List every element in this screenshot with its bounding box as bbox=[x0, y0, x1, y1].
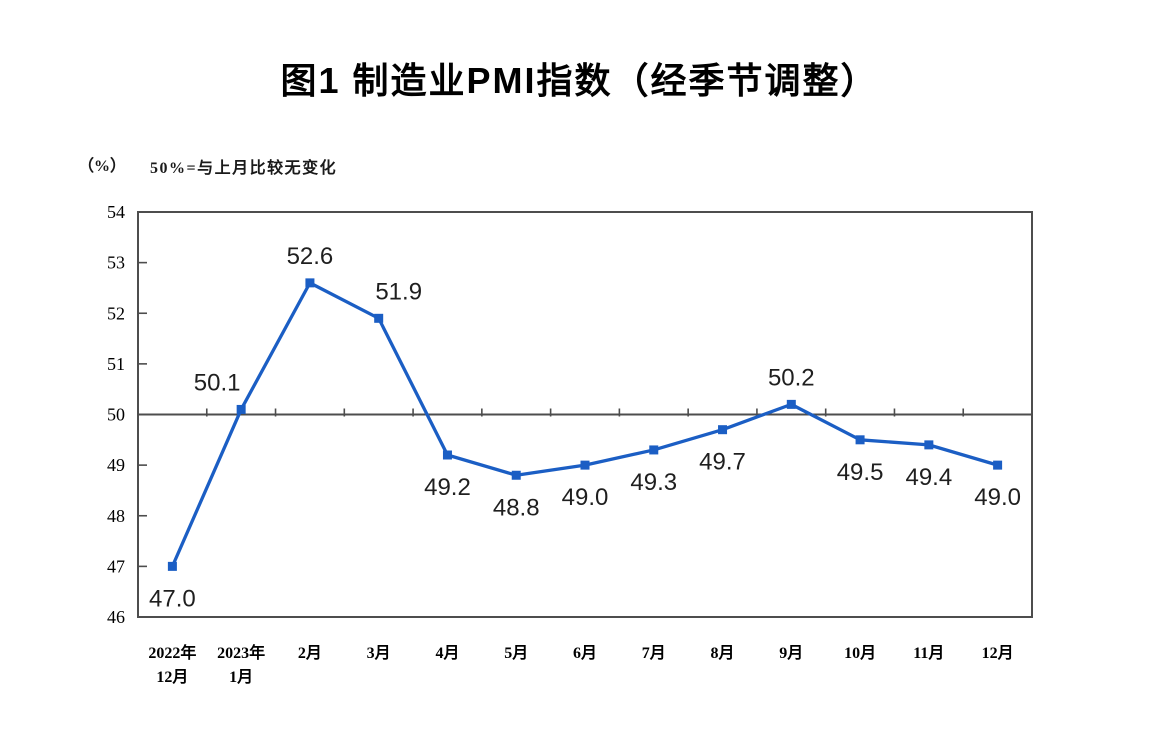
data-point-marker bbox=[649, 445, 659, 455]
x-axis-tick-label: 10月 bbox=[844, 644, 876, 662]
data-point-label: 49.2 bbox=[424, 474, 471, 501]
y-axis-tick-label: 50 bbox=[107, 405, 125, 425]
data-point-marker bbox=[236, 404, 246, 414]
y-axis-tick-label: 48 bbox=[107, 506, 125, 526]
data-point-marker bbox=[305, 278, 315, 288]
y-axis-tick-label: 47 bbox=[107, 556, 125, 576]
x-axis-tick-label: 2023年 bbox=[217, 643, 265, 662]
y-axis-tick-label: 49 bbox=[107, 455, 125, 475]
data-point-label: 49.7 bbox=[699, 449, 746, 476]
data-point-label: 49.3 bbox=[630, 469, 677, 496]
data-point-label: 48.8 bbox=[493, 494, 540, 521]
data-point-marker bbox=[167, 561, 177, 571]
y-axis-tick-label: 51 bbox=[107, 354, 125, 374]
data-point-marker bbox=[993, 460, 1003, 470]
data-point-label: 49.0 bbox=[562, 484, 609, 511]
x-axis-tick-label: 12月 bbox=[982, 644, 1014, 662]
data-point-marker bbox=[786, 399, 796, 409]
data-point-marker bbox=[511, 470, 521, 480]
y-axis-tick-label: 46 bbox=[107, 607, 125, 627]
note-label: 50%=与上月比较无变化 bbox=[150, 160, 338, 177]
data-point-label: 49.0 bbox=[974, 484, 1021, 511]
pmi-series-line bbox=[170, 281, 999, 568]
x-axis-tick-label: 1月 bbox=[229, 668, 253, 686]
data-point-label: 49.5 bbox=[837, 459, 884, 486]
x-axis-tick-label: 2022年 bbox=[148, 643, 196, 662]
x-axis-tick-label: 2月 bbox=[298, 644, 322, 662]
x-axis-tick-label: 5月 bbox=[504, 644, 528, 662]
data-point-label: 51.9 bbox=[375, 278, 422, 305]
x-axis-tick-label: 9月 bbox=[779, 644, 803, 662]
data-point-label: 52.6 bbox=[287, 243, 334, 270]
x-axis-tick-label: 3月 bbox=[367, 644, 391, 662]
data-point-label: 49.4 bbox=[905, 464, 952, 491]
chart-title: 图1 制造业PMI指数（经季节调整） bbox=[280, 60, 879, 101]
y-axis-tick-label: 54 bbox=[107, 202, 125, 222]
x-axis-tick-label: 8月 bbox=[711, 644, 735, 662]
y-axis-tick-label: 52 bbox=[107, 303, 125, 323]
unit-label: （%） bbox=[78, 158, 127, 175]
data-point-marker bbox=[718, 425, 728, 435]
x-axis-tick-label: 7月 bbox=[642, 644, 666, 662]
y-axis-tick-label: 53 bbox=[107, 253, 125, 273]
data-point-marker bbox=[374, 313, 384, 323]
data-point-label: 50.1 bbox=[194, 369, 241, 396]
x-axis-tick-label: 4月 bbox=[435, 644, 459, 662]
x-axis-tick-label: 6月 bbox=[573, 644, 597, 662]
data-point-marker bbox=[855, 435, 865, 445]
data-point-label: 47.0 bbox=[149, 585, 196, 612]
data-point-label: 50.2 bbox=[768, 364, 815, 391]
data-point-marker bbox=[442, 450, 452, 460]
data-point-marker bbox=[924, 440, 934, 450]
x-axis-tick-label: 11月 bbox=[913, 644, 944, 662]
data-point-marker bbox=[580, 460, 590, 470]
x-axis-tick-label: 12月 bbox=[156, 668, 188, 686]
